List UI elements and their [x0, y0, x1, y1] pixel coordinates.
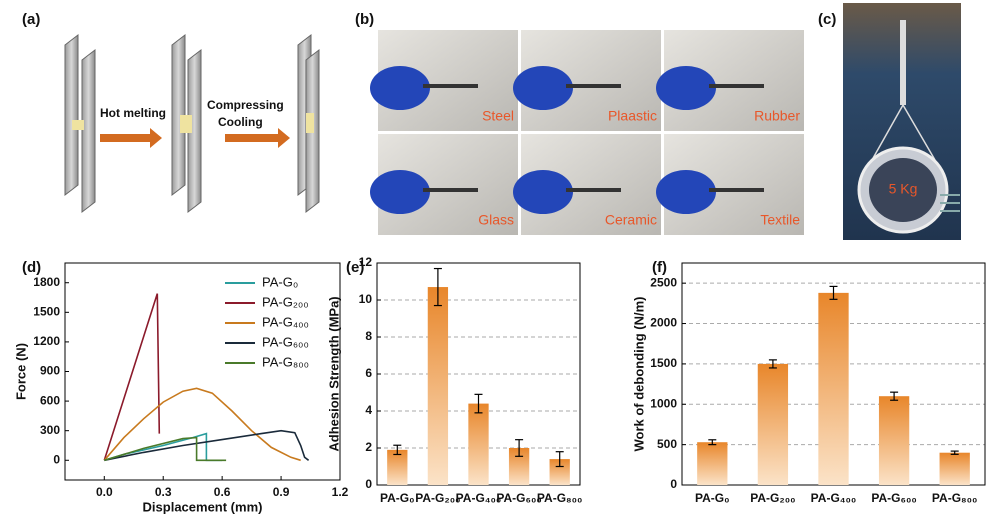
y-tick-label: 0 [53, 452, 60, 466]
photo-label: Rubber [754, 108, 800, 124]
y-tick-label: 10 [359, 292, 373, 306]
glove [656, 170, 716, 214]
x-tick-label: PA-G₀ [380, 491, 415, 505]
bar [508, 448, 530, 485]
x-axis-title: Displacement (mm) [143, 499, 263, 514]
y-tick-label: 2500 [650, 275, 677, 289]
y-tick-label: 6 [365, 366, 372, 380]
y-tick-label: 12 [359, 255, 373, 269]
x-tick-label: PA-G₆₀₀ [496, 491, 541, 505]
hanging-photo [843, 3, 961, 240]
sample-strip [566, 188, 621, 192]
x-tick-label: PA-G₆₀₀ [871, 491, 916, 505]
y-tick-label: 0 [365, 477, 372, 491]
y-tick-label: 1200 [33, 334, 60, 348]
y-tick-label: 900 [40, 364, 60, 378]
legend-label: PA-G₈₀₀ [262, 354, 309, 369]
glove [656, 66, 716, 110]
glove [370, 66, 430, 110]
sample-strip [709, 188, 764, 192]
step-label: Cooling [218, 115, 263, 129]
sample-strip [423, 188, 478, 192]
panel-label: (d) [22, 259, 41, 276]
x-tick-label: 0.3 [155, 485, 172, 499]
data-line [103, 387, 301, 462]
x-tick-label: PA-G₂₀₀ [415, 491, 460, 505]
x-tick-label: 0.9 [273, 485, 290, 499]
y-tick-label: 500 [657, 437, 677, 451]
legend-label: PA-G₂₀₀ [262, 294, 309, 309]
x-tick-label: PA-G₈₀₀ [932, 491, 978, 505]
bar [549, 459, 570, 485]
y-axis-title: Adhesion Strength (MPa) [326, 296, 341, 451]
y-tick-label: 1000 [650, 396, 677, 410]
photo-label: Ceramic [605, 212, 657, 228]
x-tick-label: PA-G₄₀₀ [456, 491, 502, 505]
photo-label: Plaastic [608, 108, 657, 124]
glove [370, 170, 430, 214]
bar [818, 292, 849, 485]
y-tick-label: 1800 [33, 275, 60, 289]
bar [757, 363, 789, 485]
panel-label: (c) [818, 11, 836, 28]
x-tick-label: PA-G₄₀₀ [811, 491, 857, 505]
y-axis-title: Work of debonding (N/m) [631, 296, 646, 451]
photo-label: Steel [482, 108, 514, 124]
y-axis-title: Force (N) [13, 343, 28, 400]
x-tick-label: 0.6 [214, 485, 231, 499]
panel-label: (b) [355, 11, 374, 28]
y-tick-label: 1500 [650, 356, 677, 370]
data-line [104, 429, 310, 462]
x-tick-label: PA-G₈₀₀ [537, 491, 583, 505]
bar [468, 403, 489, 485]
photo-grid: Steel Plaastic Rubber Glass Ceramic Textile [370, 30, 804, 235]
glove [513, 170, 573, 214]
panel-label: (a) [22, 11, 40, 28]
panel-label: (f) [652, 259, 667, 276]
y-tick-label: 300 [40, 423, 60, 437]
step-label: Compressing [207, 98, 284, 112]
legend-label: PA-G₆₀₀ [262, 334, 309, 349]
weight-label: 5 Kg [889, 181, 918, 197]
bar [387, 449, 408, 485]
bar [697, 442, 728, 485]
y-tick-label: 0 [670, 477, 677, 491]
photo-label: Textile [760, 212, 800, 228]
photo-label: Glass [478, 212, 514, 228]
y-tick-label: 1500 [33, 304, 60, 318]
glove [513, 66, 573, 110]
y-tick-label: 2000 [650, 316, 677, 330]
y-tick-label: 8 [365, 329, 372, 343]
data-line [104, 436, 227, 462]
bar [878, 396, 910, 485]
x-tick-label: PA-G₂₀₀ [750, 491, 795, 505]
x-tick-label: 1.2 [332, 485, 349, 499]
y-tick-label: 600 [40, 393, 60, 407]
x-tick-label: 0.0 [96, 485, 113, 499]
x-tick-label: PA-G₀ [695, 491, 730, 505]
legend-label: PA-G₀ [262, 274, 298, 289]
schematic [64, 33, 320, 214]
sample-strip [423, 84, 478, 88]
sample-strip [709, 84, 764, 88]
y-tick-label: 2 [365, 440, 372, 454]
step-label: Hot melting [100, 106, 166, 120]
data-line [103, 293, 161, 461]
legend-label: PA-G₄₀₀ [262, 314, 309, 329]
y-tick-label: 4 [365, 403, 372, 417]
plot-frame [64, 262, 341, 481]
bar [427, 287, 449, 485]
sample-strip [566, 84, 621, 88]
panel-label: (e) [346, 259, 364, 276]
bar [939, 452, 970, 485]
